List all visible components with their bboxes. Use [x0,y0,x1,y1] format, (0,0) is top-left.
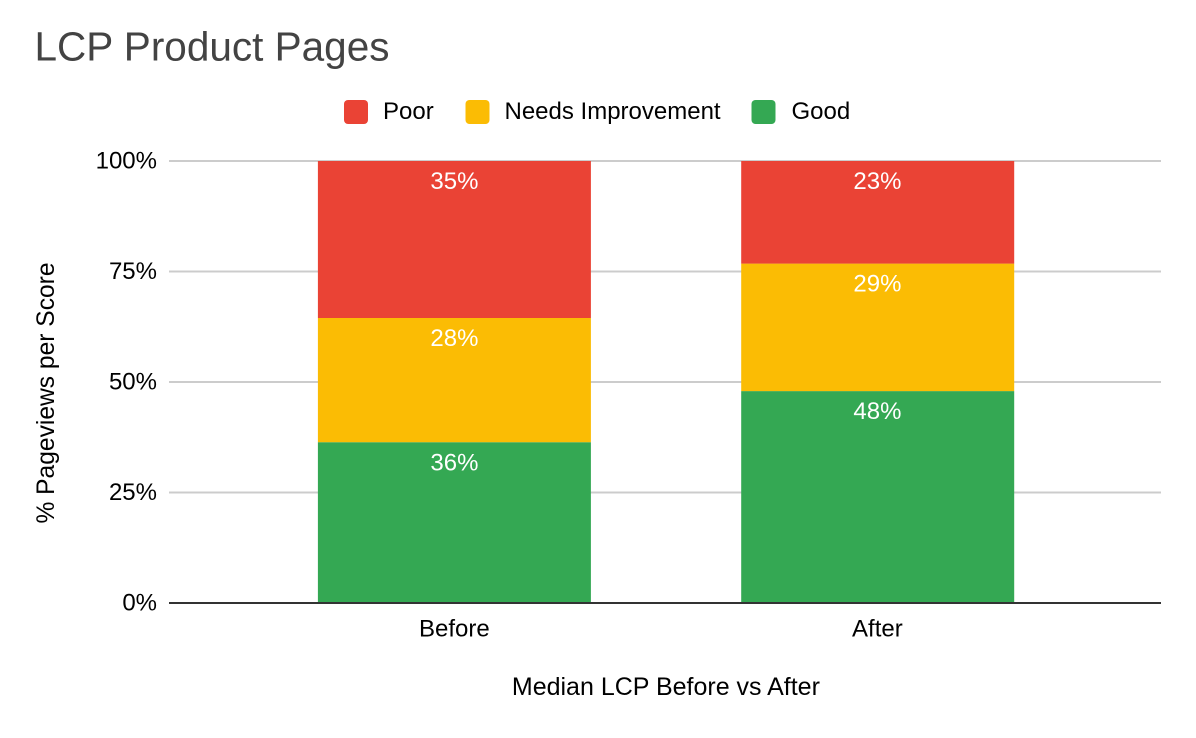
svg-text:LCP Product Pages: LCP Product Pages [35,24,390,70]
svg-text:After: After [852,616,903,643]
svg-text:28%: 28% [430,325,478,352]
svg-text:% Pageviews per Score: % Pageviews per Score [33,262,60,523]
svg-text:23%: 23% [853,168,901,195]
svg-text:Needs Improvement: Needs Improvement [505,98,721,125]
svg-text:25%: 25% [109,479,157,506]
svg-text:Median LCP Before vs After: Median LCP Before vs After [512,673,820,701]
svg-text:48%: 48% [853,398,901,425]
svg-text:0%: 0% [122,590,157,617]
svg-text:75%: 75% [109,258,157,285]
svg-text:35%: 35% [430,168,478,195]
svg-text:100%: 100% [96,148,157,175]
svg-text:Before: Before [419,616,490,643]
svg-text:Poor: Poor [383,98,434,125]
svg-text:29%: 29% [853,271,901,298]
svg-text:36%: 36% [430,449,478,476]
svg-text:Good: Good [792,98,851,125]
svg-text:50%: 50% [109,369,157,396]
